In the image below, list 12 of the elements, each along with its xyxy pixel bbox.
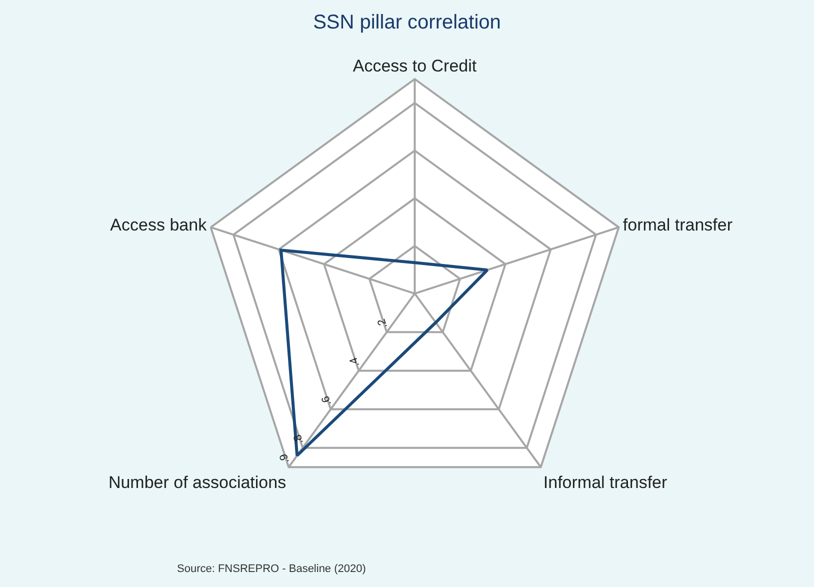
source-note: Source: FNSREPRO - Baseline (2020) — [177, 563, 366, 575]
y-tick-label: .4 — [348, 356, 362, 368]
chart-title: SSN pillar correlation — [313, 12, 501, 34]
spoke-label: Number of associations — [108, 472, 286, 492]
y-tick-label: .6 — [320, 394, 334, 407]
y-tick-label: .9 — [278, 452, 292, 465]
spoke-label: Access to Credit — [352, 56, 477, 76]
spoke-label: Informal transfer — [543, 472, 668, 492]
y-tick-label: .8 — [292, 432, 306, 446]
spoke-label: Access bank — [110, 216, 208, 235]
y-tick-label: .2 — [376, 317, 390, 330]
spoke-label: formal transfer — [622, 216, 733, 235]
